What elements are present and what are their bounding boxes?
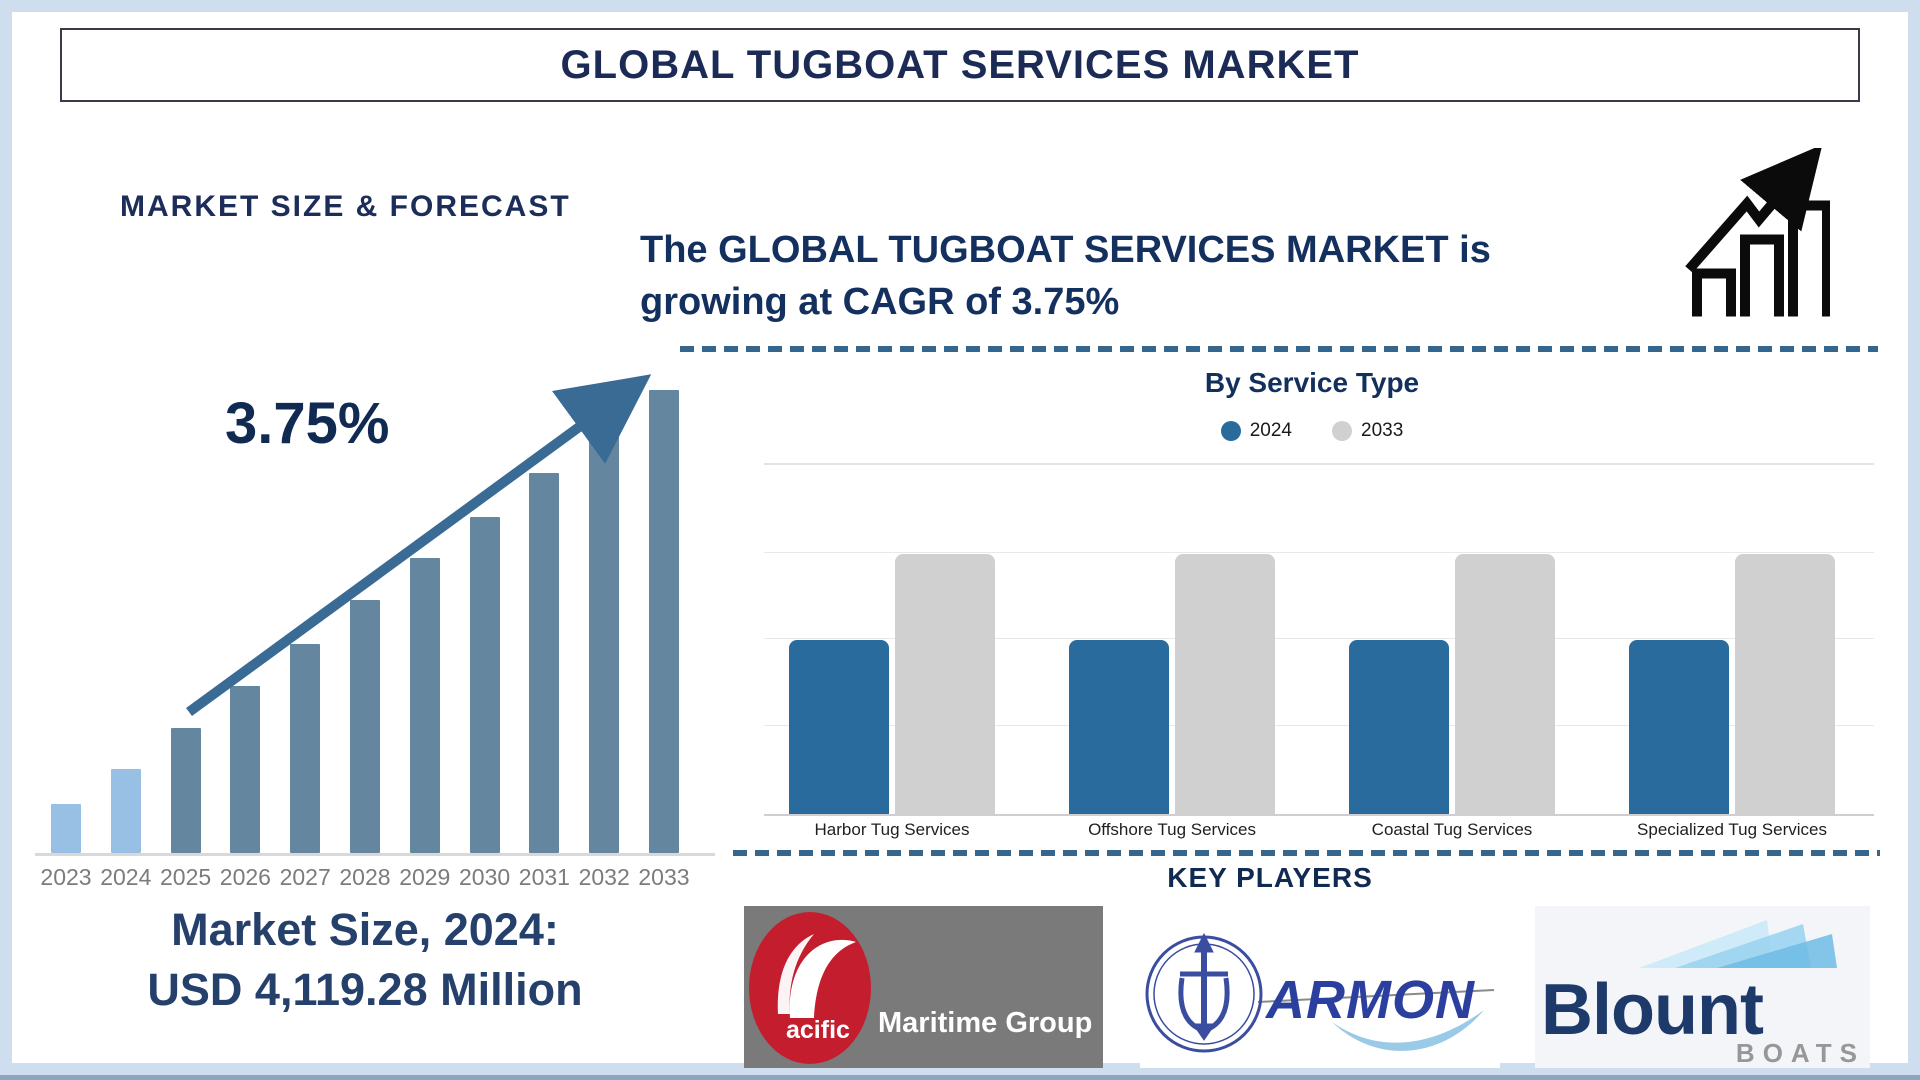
year-label-2027: 2027	[279, 864, 331, 890]
bar-2033-Harbor Tug Services	[895, 554, 995, 814]
market-size-line2: USD 4,119.28 Million	[147, 964, 583, 1015]
armon-wave-swoosh	[1332, 1010, 1484, 1051]
year-label-2033: 2033	[638, 864, 690, 890]
logo-pacific-maritime-group: acific Maritime Group	[744, 906, 1103, 1068]
pacific-prefix-text: acific	[786, 1016, 850, 1044]
year-label-2030: 2030	[458, 864, 511, 890]
market-size-2024-text: Market Size, 2024: USD 4,119.28 Million	[70, 900, 660, 1020]
bar-slot-2026	[216, 368, 274, 853]
pacific-sail-swoosh-2	[777, 934, 814, 1014]
bar-group-Coastal Tug Services	[1349, 554, 1555, 814]
year-label-2024: 2024	[100, 864, 152, 890]
market-size-bar-2026	[230, 686, 261, 853]
cagr-headline: The GLOBAL TUGBOAT SERVICES MARKET is gr…	[640, 224, 1700, 328]
armon-name-text: ARMON	[1264, 970, 1475, 1030]
armon-anchor-icon	[1178, 932, 1230, 1041]
title-box: GLOBAL TUGBOAT SERVICES MARKET	[60, 28, 1860, 102]
bar-slot-2023	[37, 368, 95, 853]
bottom-frame-edge	[0, 1075, 1920, 1080]
bar-slot-2025	[157, 368, 215, 853]
market-size-bar-2031	[529, 473, 560, 853]
content-area: GLOBAL TUGBOAT SERVICES MARKET MARKET SI…	[12, 12, 1908, 1068]
service-type-bar-chart	[764, 463, 1874, 816]
market-size-bar-2027	[290, 644, 321, 853]
bar-slot-2033	[635, 368, 693, 853]
cagr-headline-line2: growing at CAGR of 3.75%	[640, 281, 1120, 323]
blount-sub-text: BOATS	[1736, 1038, 1865, 1068]
legend-item-2033: 2033	[1332, 420, 1403, 442]
bar-slot-2027	[276, 368, 334, 853]
bar-group-Offshore Tug Services	[1069, 554, 1275, 814]
market-size-bar-2032	[589, 434, 620, 853]
blount-name-text: Blount	[1541, 970, 1764, 1050]
gridline	[764, 552, 1874, 553]
legend-dot-2024	[1220, 421, 1241, 441]
market-size-line1: Market Size, 2024:	[171, 904, 559, 955]
pacific-sail-swoosh	[789, 939, 856, 1018]
category-label-Offshore Tug Services: Offshore Tug Services	[1088, 820, 1256, 839]
market-size-bar-2030	[469, 517, 500, 853]
bar-slot-2030	[456, 368, 514, 853]
logo-armon: ARMON	[1140, 906, 1500, 1068]
dashed-divider-top	[680, 346, 1878, 352]
bar-slot-2024	[97, 368, 155, 853]
market-size-bar-2024	[110, 769, 141, 853]
market-size-bar-2023	[51, 804, 81, 853]
bar-2024-Coastal Tug Services	[1349, 640, 1449, 814]
gridline	[764, 725, 1874, 726]
gridline	[764, 638, 1874, 639]
year-label-2023: 2023	[40, 864, 92, 890]
service-category-labels: Harbor Tug Services Offshore Tug Services…	[764, 820, 1874, 846]
key-players-title: KEY PLAYERS	[1167, 862, 1373, 893]
category-label-Specialized Tug Services: Specialized Tug Services	[1637, 820, 1827, 839]
bar-2024-Harbor Tug Services	[789, 640, 889, 814]
left-chart-axis-line	[35, 853, 715, 856]
year-label-2032: 2032	[578, 864, 630, 890]
legend-label-2033: 2033	[1361, 420, 1404, 441]
year-label-2026: 2026	[219, 864, 271, 890]
bar-group-Specialized Tug Services	[1629, 554, 1835, 814]
logo-blount-boats: Blount BOATS	[1535, 906, 1870, 1068]
legend-item-2024: 2024	[1220, 420, 1292, 442]
armon-horizon-line	[1257, 989, 1495, 1003]
bar-2024-Offshore Tug Services	[1069, 640, 1169, 814]
year-label-2025: 2025	[160, 864, 212, 890]
market-size-bar-chart	[37, 368, 693, 853]
market-size-bar-2025	[170, 728, 201, 853]
chart-legend: 2024 2033	[755, 420, 1869, 442]
bar-slot-2032	[575, 368, 633, 853]
growth-chart-icon	[1685, 148, 1830, 317]
bar-slot-2031	[515, 368, 573, 853]
blount-sail-3	[1717, 934, 1837, 968]
bar-2024-Specialized Tug Services	[1629, 640, 1729, 814]
bar-2033-Coastal Tug Services	[1455, 554, 1555, 814]
year-label-2031: 2031	[518, 864, 570, 890]
bar-slot-2028	[336, 368, 394, 853]
year-label-2029: 2029	[399, 864, 451, 890]
page-title: GLOBAL TUGBOAT SERVICES MARKET	[560, 42, 1360, 87]
category-label-Harbor Tug Services: Harbor Tug Services	[814, 820, 970, 839]
bar-2033-Specialized Tug Services	[1735, 554, 1835, 814]
cagr-headline-line1: The GLOBAL TUGBOAT SERVICES MARKET is	[640, 229, 1491, 271]
legend-label-2024: 2024	[1249, 420, 1292, 441]
category-label-Coastal Tug Services: Coastal Tug Services	[1371, 820, 1533, 839]
dashed-divider-bottom	[733, 850, 1880, 856]
market-size-bar-2033	[648, 390, 679, 853]
bar-slot-2029	[396, 368, 454, 853]
pacific-name-text: Maritime Group	[878, 1007, 1092, 1039]
by-service-type-title: By Service Type	[1204, 367, 1420, 398]
market-size-bar-2028	[349, 600, 380, 853]
bar-2033-Offshore Tug Services	[1175, 554, 1275, 814]
market-size-forecast-heading: MARKET SIZE & FORECAST	[120, 190, 571, 223]
bar-group-Harbor Tug Services	[789, 554, 995, 814]
market-size-bar-2029	[409, 558, 440, 853]
year-label-2028: 2028	[339, 864, 391, 890]
left-chart-year-labels: 2023 2024 2025 2026 2027 2028 2029 2030 2031 2032…	[37, 864, 693, 891]
legend-dot-2033	[1332, 421, 1352, 441]
